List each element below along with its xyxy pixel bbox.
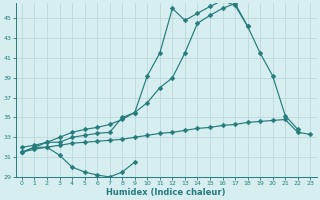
X-axis label: Humidex (Indice chaleur): Humidex (Indice chaleur) bbox=[106, 188, 226, 197]
